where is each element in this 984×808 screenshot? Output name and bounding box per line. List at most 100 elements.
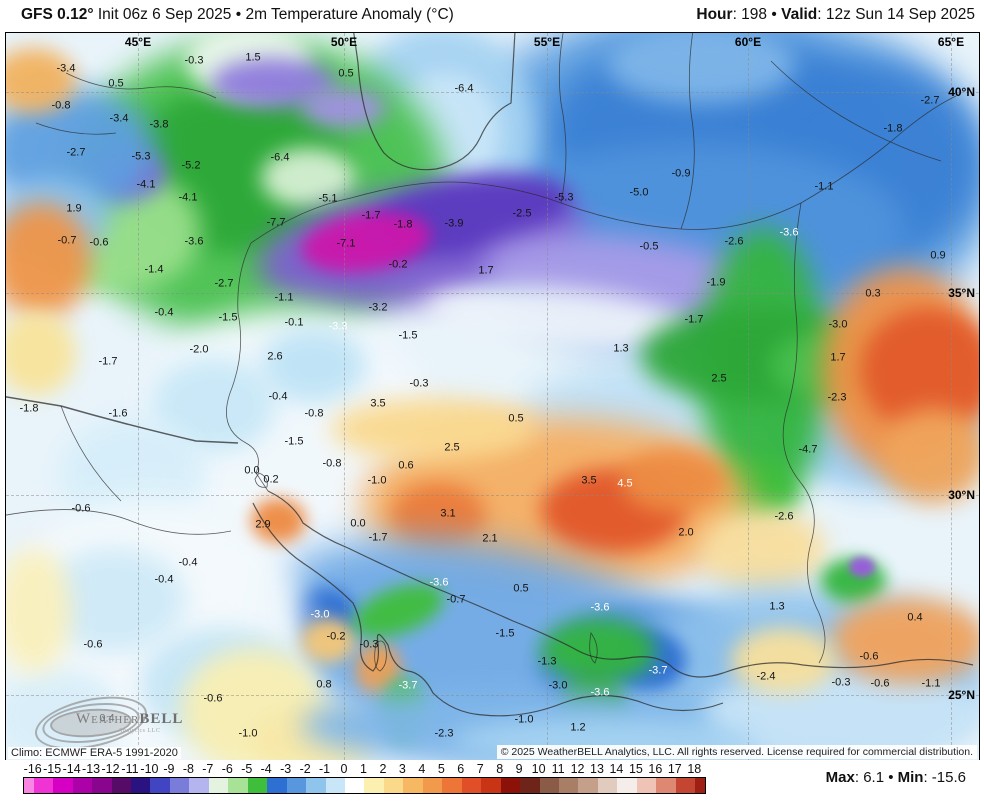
color-scale-tick-label: -11 — [121, 762, 139, 776]
map-value-label: -0.8 — [322, 457, 342, 470]
map-value-label: 0.2 — [263, 473, 279, 486]
map-value-label: -3.3 — [328, 320, 348, 333]
anomaly-blob — [621, 448, 726, 513]
map-value-label: -5.0 — [629, 186, 649, 199]
map-value-label: -1.0 — [238, 727, 258, 740]
anomaly-blob — [6, 48, 76, 113]
longitude-gridline — [951, 33, 952, 760]
color-scale-cell — [92, 778, 112, 793]
anomaly-blob — [301, 88, 386, 128]
map-value-label: 1.9 — [66, 202, 82, 215]
color-scale-cell — [169, 778, 190, 793]
product-title: GFS 0.12° Init 06z 6 Sep 2025 • 2m Tempe… — [21, 6, 454, 23]
anomaly-blob — [261, 148, 356, 208]
color-scale-tick-label: -9 — [163, 762, 175, 776]
map-value-label: 2.0 — [678, 526, 694, 539]
map-value-label: -0.2 — [388, 258, 408, 271]
map-value-label: 1.5 — [245, 51, 261, 64]
map-value-label: 2.5 — [711, 372, 727, 385]
model-name: GFS 0.12° — [21, 6, 94, 23]
map-value-label: -1.3 — [537, 655, 557, 668]
map-value-label: -1.5 — [495, 627, 515, 640]
map-value-label: -3.0 — [548, 679, 568, 692]
anomaly-blob — [391, 483, 486, 548]
map-value-label: -2.7 — [66, 146, 86, 159]
bullet-separator: • — [888, 769, 898, 786]
longitude-label: 45°E — [124, 35, 152, 49]
product-name: 2m Temperature Anomaly (°C) — [241, 6, 454, 23]
map-value-label: -1.6 — [108, 407, 128, 420]
color-scale-cell — [267, 778, 287, 793]
map-value-label: -6.4 — [454, 82, 474, 95]
latitude-gridline — [6, 293, 979, 294]
color-scale-cell — [597, 778, 618, 793]
map-value-label: -3.6 — [779, 226, 799, 239]
map-value-label: -3.0 — [828, 318, 848, 331]
color-scale-tick-label: 0 — [340, 762, 348, 776]
color-scale-tick-label: 6 — [457, 762, 465, 776]
color-scale-tick-label: -15 — [43, 762, 62, 776]
map-value-label: -3.0 — [310, 608, 330, 621]
map-value-label: 2.5 — [444, 441, 460, 454]
map-value-label: -0.3 — [359, 638, 379, 651]
color-scale-cell — [364, 778, 384, 793]
color-scale-cell — [539, 778, 559, 793]
color-scale-cell — [208, 778, 229, 793]
map-value-label: -0.4 — [154, 573, 174, 586]
color-scale-cell — [656, 778, 676, 793]
copyright-note: © 2025 WeatherBELL Analytics, LLC. All r… — [496, 745, 977, 759]
latitude-gridline — [6, 495, 979, 496]
map-value-label: -2.3 — [434, 727, 454, 740]
color-scale-bar — [23, 777, 706, 794]
color-scale-tick-label: 13 — [590, 762, 604, 776]
map-value-label: 0.0 — [244, 464, 260, 477]
color-scale-cell — [442, 778, 462, 793]
color-scale-cell — [306, 778, 326, 793]
color-scale-cell — [636, 778, 657, 793]
country-borders — [6, 33, 974, 717]
map-value-label: 2.9 — [255, 518, 271, 531]
min-label: Min — [897, 769, 924, 786]
map-value-label: -3.2 — [368, 301, 388, 314]
map-value-label: -0.2 — [326, 630, 346, 643]
map-value-label: -7.1 — [336, 237, 356, 250]
map-value-label: -0.8 — [304, 407, 324, 420]
map-value-label: 0.9 — [930, 249, 946, 262]
weatherbell-logo: WeatherBELL Analytics LLC — [16, 687, 216, 759]
color-scale-cell — [383, 778, 404, 793]
map-value-label: 1.7 — [478, 264, 494, 277]
color-scale-tick-label: -3 — [280, 762, 292, 776]
map-value-label: -0.3 — [184, 54, 204, 67]
map-value-label: -0.4 — [154, 306, 174, 319]
longitude-label: 65°E — [937, 35, 965, 49]
color-scale-tick-label: 17 — [667, 762, 682, 776]
longitude-gridline — [547, 33, 548, 760]
map-value-label: -0.3 — [831, 676, 851, 689]
map-value-label: -5.3 — [554, 191, 574, 204]
color-scale-cell — [189, 778, 209, 793]
map-value-label: -1.7 — [368, 531, 388, 544]
color-scale-tick-label: 14 — [609, 762, 624, 776]
color-scale-tick-label: 7 — [476, 762, 484, 776]
map-value-label: -5.3 — [131, 150, 151, 163]
color-scale-cell — [578, 778, 598, 793]
map-value-label: -3.8 — [149, 118, 169, 131]
map-value-label: -2.7 — [214, 277, 234, 290]
map-value-label: -3.6 — [184, 235, 204, 248]
color-scale-cell — [558, 778, 579, 793]
anomaly-blob — [301, 618, 356, 663]
valid-time-title: Hour: 198 • Valid: 12z Sun 14 Sep 2025 — [696, 6, 975, 23]
map-value-label: -1.7 — [98, 355, 118, 368]
color-scale-cell — [228, 778, 248, 793]
map-value-label: 0.4 — [907, 611, 923, 624]
map-value-label: -1.8 — [883, 122, 903, 135]
map-value-label: -1.0 — [367, 474, 387, 487]
max-label: Max — [825, 769, 855, 786]
map-value-label: -0.6 — [71, 502, 91, 515]
map-value-label: -2.3 — [827, 391, 847, 404]
logo-subtitle: Analytics LLC — [118, 728, 161, 734]
map-value-label: -3.6 — [590, 601, 610, 614]
map-value-label: -7.7 — [266, 216, 286, 229]
anomaly-blob — [831, 598, 979, 683]
